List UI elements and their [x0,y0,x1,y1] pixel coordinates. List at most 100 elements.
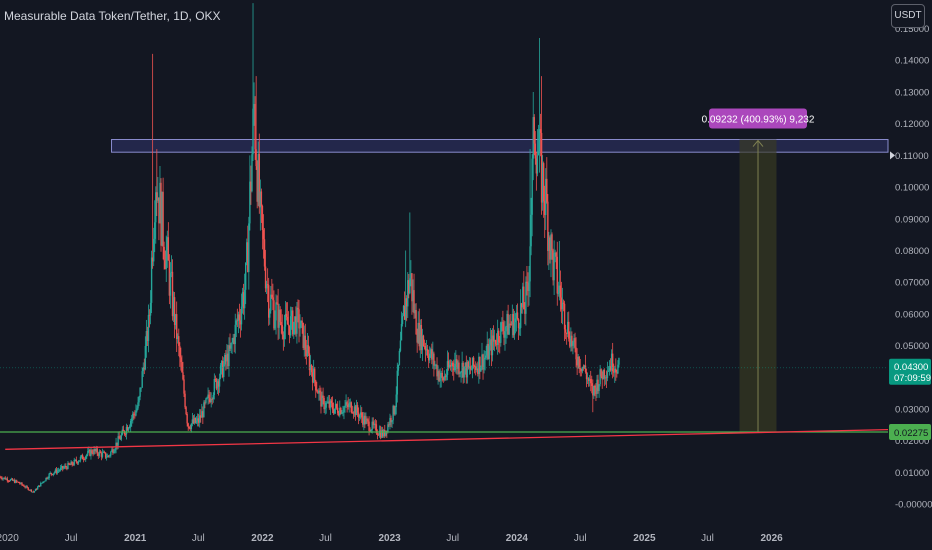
candle-body [294,316,296,322]
candle-body [286,316,289,325]
candle-body [157,197,159,201]
candle-body [402,305,405,316]
candle-body [495,344,498,346]
candle-body [502,322,504,332]
candle-body [403,305,406,320]
candle-body [410,273,412,279]
candle-body [593,385,595,396]
candle-body [164,260,166,269]
candle-body [131,418,133,421]
candle-body [115,442,117,450]
candle-body [158,197,160,224]
candle-body [301,320,303,323]
candle-body [4,477,6,480]
candle-body [526,281,528,283]
candle-body [397,364,400,371]
candle-body [338,413,340,416]
candle-body [211,399,213,400]
candle-body [261,205,264,231]
candle-body [169,272,172,296]
candle-body [491,335,494,356]
candle-body [594,385,596,388]
candle-body [105,457,108,458]
candle-body [96,448,98,454]
candle-body [70,461,72,465]
candle-body [184,393,186,408]
x-tick-label: Jul [701,533,714,544]
candle-body [346,402,348,405]
candle-body [477,368,479,375]
candle-body [513,322,516,336]
candle-body [327,401,329,403]
candle-body [347,404,349,408]
candle-body [282,334,285,340]
candle-body [90,450,92,456]
y-tick-label: 0.14000 [895,56,929,67]
candle-body [318,390,320,394]
candle-body [441,372,443,378]
candle-body [500,322,502,343]
candle-body [160,182,162,246]
candle-body [341,412,343,414]
candle-body [178,336,180,346]
candle-body [28,489,30,491]
candle-body [481,354,483,367]
candle-body [298,309,300,329]
candle-body [6,478,9,481]
candle-body [67,463,69,469]
candle-body [146,331,149,341]
candle-body [171,271,174,317]
candle-body [570,335,572,347]
x-tick-label: 2026 [760,533,783,544]
candle-body [393,405,395,415]
candle-body [445,374,448,378]
candle-body [433,353,435,366]
candle-body [62,466,64,469]
candle-body [452,362,454,367]
y-tick-label: 0.08000 [895,246,929,257]
candle-body [484,357,486,360]
candle-body [7,480,10,482]
candle-body [292,310,294,335]
x-tick-label: 2024 [506,533,529,544]
candle-body [103,452,106,454]
symbol-title[interactable]: Measurable Data Token/Tether, 1D, OKX [4,9,221,23]
candle-body [116,442,118,446]
candle-body [320,391,322,407]
candle-body [365,418,367,424]
candle-body [232,337,234,343]
candle-body [376,433,379,435]
candle-body [331,403,334,410]
candle-body [196,418,199,421]
candle-body [394,407,396,415]
candle-body [421,335,424,351]
candle-body [440,372,442,378]
candle-body [48,473,50,479]
candle-body [308,353,311,371]
candle-body [213,378,216,395]
candle-body [450,362,453,367]
currency-button[interactable]: USDT [891,4,925,28]
candle-body [276,302,278,304]
trend-line [5,428,889,450]
candle-body [201,411,203,418]
candle-body [284,313,287,327]
candle-body [505,327,507,332]
candle-body [283,326,286,340]
candle-body [456,359,458,369]
candle-body [582,366,585,368]
candle-body [97,453,99,456]
candle-body [599,369,601,385]
candle-body [30,489,33,492]
candle-body [408,280,410,294]
candle-body [345,402,347,406]
candle-body [471,357,474,370]
candle-body [539,129,542,133]
candle-body [260,191,263,206]
candle-body [488,345,491,359]
candle-body [377,434,380,436]
candle-body [584,365,587,372]
candle-body [492,335,495,342]
